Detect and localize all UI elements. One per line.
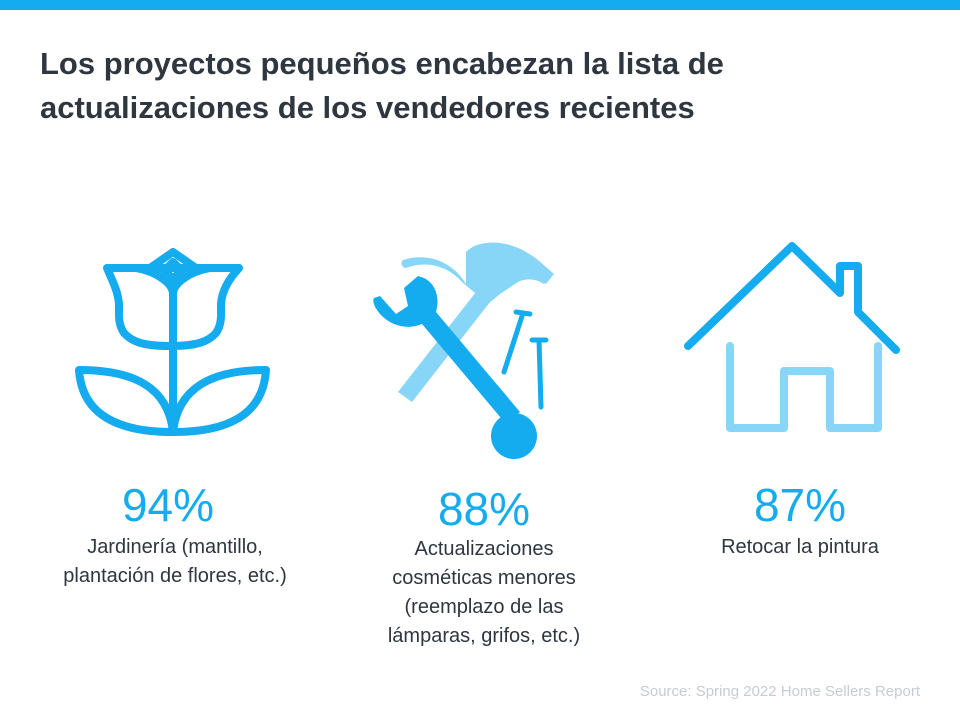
stat-percent-cosmetic-updates: 88% (437, 483, 531, 535)
source-citation: Source: Spring 2022 Home Sellers Report (639, 683, 920, 700)
stat-percent-landscaping: 94% (121, 479, 215, 531)
top-accent-bar (0, 0, 960, 10)
stat-label-landscaping: Jardinería (mantillo, plantación de flor… (63, 536, 287, 587)
stat-label-touch-up-paint: Retocar la pintura (721, 536, 879, 558)
flower-icon (70, 236, 270, 436)
stat-label-cosmetic-updates: Actualizaciones cosméticas menores (reem… (387, 538, 581, 647)
stat-percent-touch-up-paint: 87% (753, 479, 847, 531)
title-line-2: actualizaciones de los vendedores recien… (40, 90, 695, 125)
tools-icon (368, 222, 568, 462)
title-line-1: Los proyectos pequeños encabezan la list… (40, 46, 724, 81)
house-icon (682, 236, 902, 436)
page-title: Los proyectos pequeños encabezan la list… (40, 42, 920, 130)
